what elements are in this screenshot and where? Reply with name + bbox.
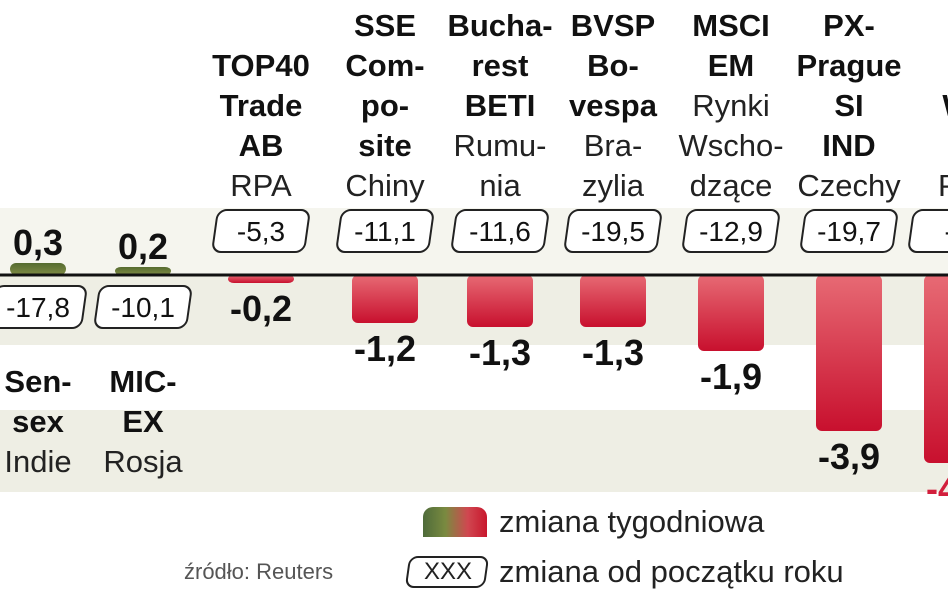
category-country-line: Indie <box>4 444 71 479</box>
ytd-value-label: -17,8 <box>6 292 70 323</box>
category-name-line: Bo- <box>587 48 639 83</box>
category-name-line: EM <box>708 48 755 83</box>
category-name-line: Sen- <box>4 364 71 399</box>
category-name-line: rest <box>472 48 529 83</box>
weekly-bar <box>115 267 171 275</box>
category-country-line: RPA <box>230 168 292 203</box>
ytd-box-frame <box>564 209 662 253</box>
weekly-value-label: -1,2 <box>354 328 416 369</box>
weekly-bar <box>698 275 764 351</box>
weekly-value-label: 0,2 <box>118 226 168 267</box>
category-name-line: po- <box>361 88 409 123</box>
category-name-line: EX <box>122 404 164 439</box>
ytd-box <box>212 209 310 253</box>
ytd-box-frame <box>336 209 434 253</box>
weekly-bar <box>924 275 948 463</box>
ytd-box <box>800 209 898 253</box>
weekly-bar <box>467 275 533 327</box>
category-country-line: Czechy <box>797 168 901 203</box>
ytd-value-label: -10,1 <box>111 292 175 323</box>
ytd-box <box>336 209 434 253</box>
category-name-line: Prague <box>796 48 901 83</box>
weekly-value-label: -1,9 <box>700 356 762 397</box>
ytd-box <box>682 209 780 253</box>
weekly-value-label: -0,2 <box>230 288 292 329</box>
weekly-value-label: -1,3 <box>469 332 531 373</box>
ytd-box <box>451 209 549 253</box>
category-name-line: MIC- <box>109 364 176 399</box>
weekly-bar <box>352 275 418 323</box>
category-country-line: dzące <box>690 168 773 203</box>
weekly-bar <box>816 275 882 431</box>
category-name-line: IND <box>822 128 875 163</box>
ytd-value-label: -11,6 <box>469 216 531 247</box>
ytd-box-frame <box>212 209 310 253</box>
category-name-line: Bucha- <box>447 8 552 43</box>
ytd-box-frame <box>908 209 948 253</box>
ytd-box-frame <box>800 209 898 253</box>
category-name-line: vespa <box>569 88 658 123</box>
ytd-value-label: -5,3 <box>237 216 285 247</box>
category-name-line: SI <box>834 88 863 123</box>
category-country-line: zylia <box>582 168 645 203</box>
ytd-box <box>94 285 192 329</box>
ytd-box <box>564 209 662 253</box>
category-country-line: Po <box>938 168 948 203</box>
ytd-box <box>908 209 948 253</box>
ytd-value-label: -11,1 <box>354 216 416 247</box>
category-country-line: Rumu- <box>453 128 546 163</box>
category-country-line: nia <box>479 168 521 203</box>
ytd-value-label: -12,9 <box>699 216 763 247</box>
category-name-line: SSE <box>354 8 416 43</box>
weekly-value-label: 0,3 <box>13 222 63 263</box>
category-name-line: sex <box>12 404 64 439</box>
weekly-bar <box>228 275 294 283</box>
weekly-bar <box>10 263 66 275</box>
ytd-box <box>0 285 87 329</box>
ytd-value-label: -19,5 <box>581 216 645 247</box>
category-name-line: BETI <box>465 88 536 123</box>
category-country-line: Chiny <box>345 168 425 203</box>
weekly-bar <box>580 275 646 327</box>
ytd-box-frame <box>682 209 780 253</box>
weekly-value-label: -4,7 <box>926 468 948 509</box>
category-name-line: Trade <box>220 88 303 123</box>
category-name-line: BVSP <box>571 8 655 43</box>
ytd-box-frame <box>0 285 87 329</box>
category-name-line: W <box>942 88 948 123</box>
weekly-value-label: -3,9 <box>818 436 880 477</box>
category-name-line: AB <box>239 128 284 163</box>
category-name-line: MSCI <box>692 8 770 43</box>
weekly-value-label: -1,3 <box>582 332 644 373</box>
category-name-line: PX- <box>823 8 875 43</box>
category-name-line: Com- <box>345 48 424 83</box>
ytd-value-label: -19,7 <box>817 216 881 247</box>
ytd-box-frame <box>451 209 549 253</box>
category-country-line: Rynki <box>692 88 770 123</box>
category-country-line: Rosja <box>103 444 183 479</box>
ytd-value-label: -1 <box>945 216 948 247</box>
white-band <box>0 345 948 410</box>
ytd-box-frame <box>94 285 192 329</box>
category-name-line: site <box>358 128 411 163</box>
category-country-line: Wscho- <box>678 128 783 163</box>
category-name-line: TOP40 <box>212 48 310 83</box>
category-country-line: Bra- <box>584 128 643 163</box>
lower-band <box>0 410 948 492</box>
